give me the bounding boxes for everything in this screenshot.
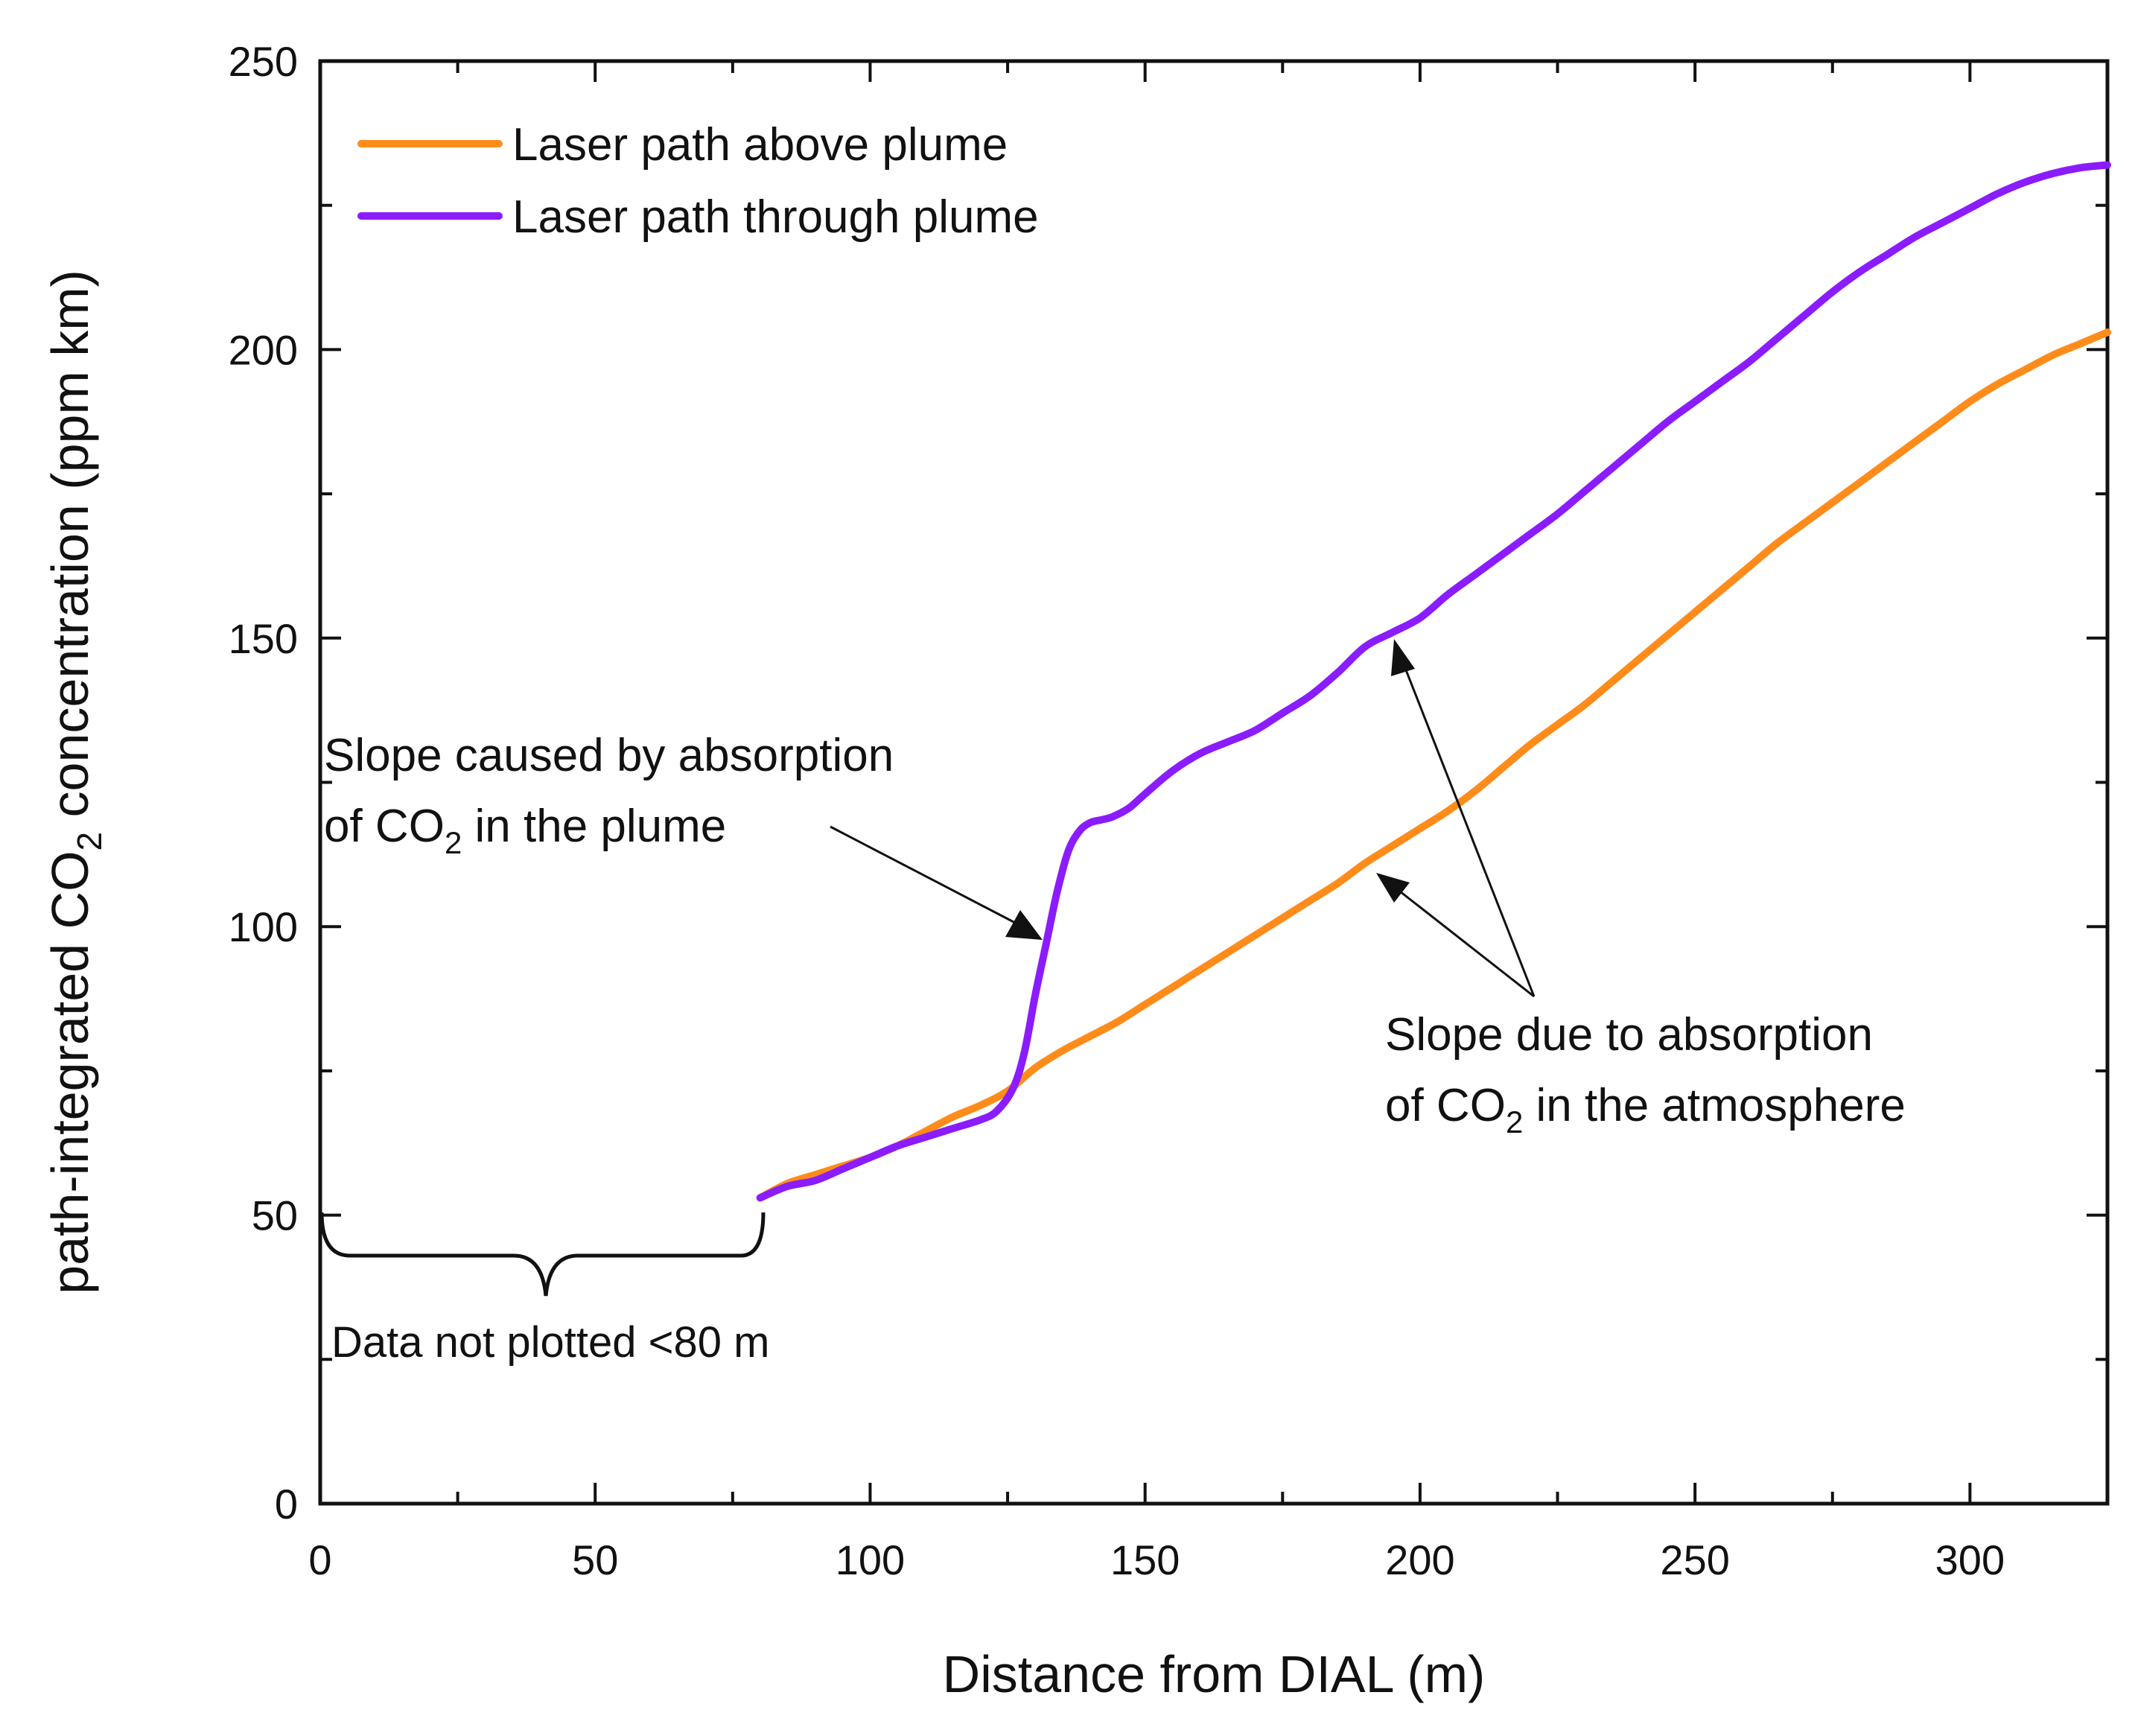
y-tick-label-200: 200 — [229, 326, 298, 373]
x-tick-label-100: 100 — [836, 1536, 905, 1583]
annotation-plume-line1: Slope caused by absorption — [324, 730, 894, 781]
annotation-plume-sub: 2 — [445, 825, 462, 860]
annotation-atmos-line2: of CO2 in the atmosphere — [1385, 1080, 1906, 1139]
annotation-atmos-arrow-lower — [1399, 890, 1535, 998]
series-line-through-plume — [756, 161, 2111, 1202]
annotation-plume-arrow — [830, 825, 1017, 925]
y-axis-title-pre: path-integrated CO — [41, 850, 99, 1294]
y-tick-label-0: 0 — [275, 1481, 298, 1527]
annotation-not-plotted: Data not plotted <80 m — [331, 1318, 769, 1367]
plot-frame — [318, 59, 2110, 1506]
legend-label-through-plume: Laser path through plume — [512, 191, 1039, 243]
series-line-above-plume — [756, 328, 2111, 1202]
x-tick-label-200: 200 — [1385, 1536, 1454, 1583]
x-axis-title: Distance from DIAL (m) — [943, 1645, 1486, 1703]
y-tick-label-150: 150 — [229, 615, 298, 662]
annotation-atmos-post: in the atmosphere — [1523, 1080, 1906, 1131]
annotation-plume-line2: of CO2 in the plume — [324, 801, 726, 860]
annotation-atmos-arrowhead-upper — [1391, 639, 1415, 676]
y-axis-title-post: concentration (ppm km) — [41, 270, 99, 832]
x-tick-label-250: 250 — [1660, 1536, 1729, 1583]
annotation-atmos-arrow-upper — [1402, 664, 1536, 997]
annotation-plume-arrowhead — [1005, 910, 1043, 940]
y-tick-label-250: 250 — [229, 38, 298, 85]
x-tick-label-150: 150 — [1110, 1536, 1180, 1583]
annotation-atmos-pre: of CO — [1385, 1080, 1506, 1131]
y-axis-title-sub: 2 — [70, 832, 109, 851]
annotation-plume-pre: of CO — [324, 801, 445, 852]
legend: Laser path above plume Laser path throug… — [357, 119, 1039, 243]
annotation-atmos-arrowhead-lower — [1376, 873, 1410, 903]
annotation-atmos-line1: Slope due to absorption — [1385, 1009, 1873, 1061]
annotation-atmos-sub: 2 — [1506, 1104, 1523, 1139]
annotation-plume-post: in the plume — [462, 801, 726, 852]
y-axis-title: path-integrated CO2 concentration (ppm k… — [41, 270, 109, 1294]
axis-ticks: 0 50 100 150 200 250 300 0 50 100 150 200 250 — [229, 38, 2109, 1583]
x-tick-label-300: 300 — [1935, 1536, 2005, 1583]
series-lines — [756, 161, 2111, 1202]
y-tick-label-50: 50 — [252, 1192, 298, 1239]
x-tick-label-0: 0 — [308, 1536, 331, 1583]
x-tick-label-50: 50 — [572, 1536, 618, 1583]
y-tick-label-100: 100 — [229, 903, 298, 950]
not-plotted-brace — [319, 1212, 766, 1297]
legend-label-above-plume: Laser path above plume — [512, 119, 1008, 171]
